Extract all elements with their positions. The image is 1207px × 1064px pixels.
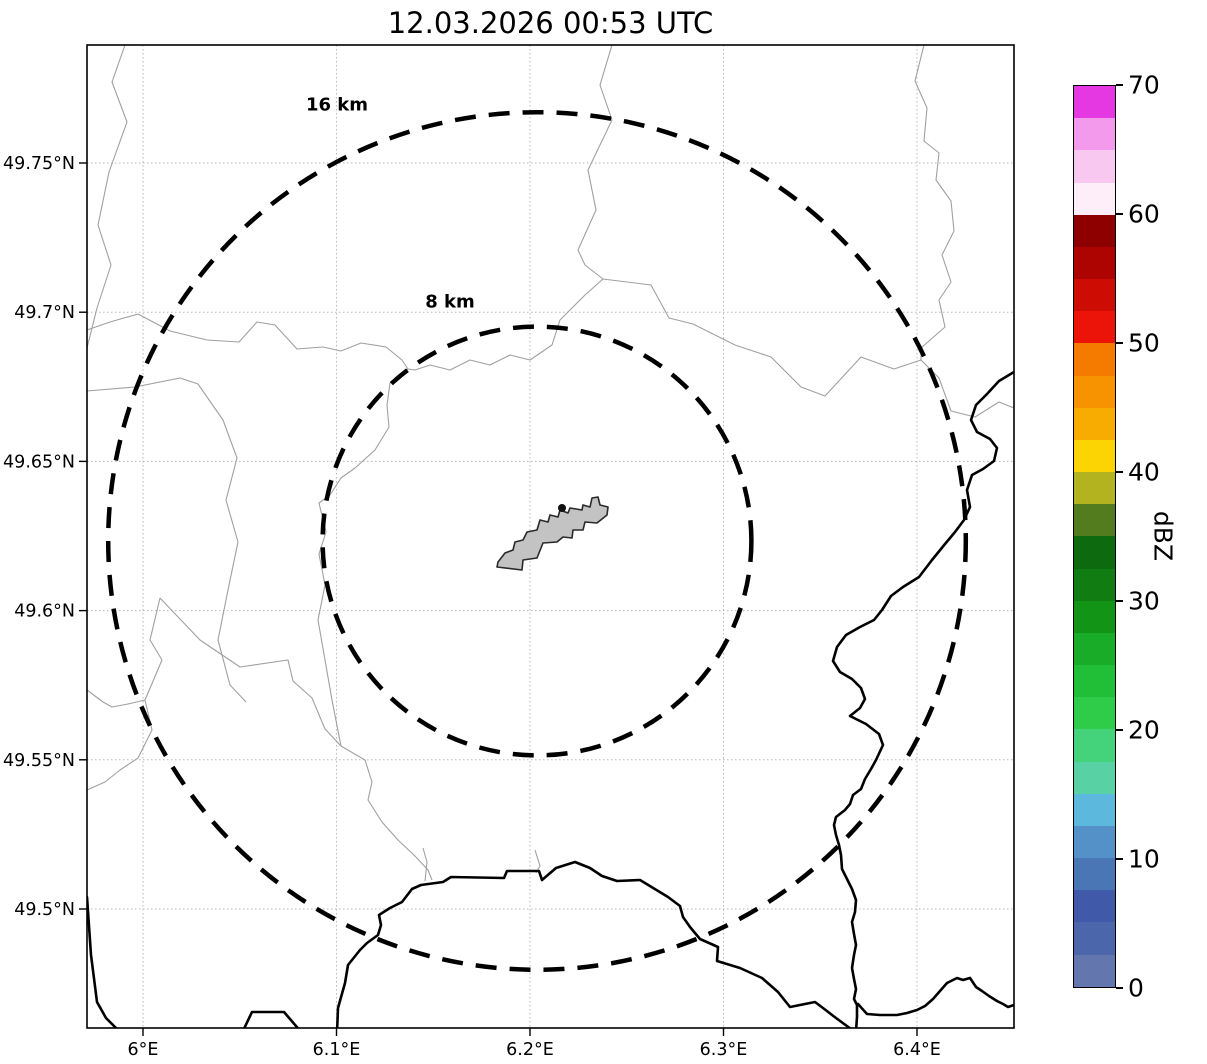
admin-boundary-lines [87,45,1014,882]
colorbar-segment [1074,922,1115,955]
plot-title: 12.03.2026 00:53 UTC [387,6,714,40]
colorbar-segment [1074,214,1115,247]
colorbar [1073,85,1116,988]
colorbar-segment [1074,246,1115,280]
admin-boundary-path [87,377,247,703]
colorbar-segment [1074,697,1115,730]
admin-boundary-path [914,45,955,360]
colorbar-segment [1074,472,1115,505]
country-border-path [335,860,852,1028]
admin-boundary-path [87,45,128,349]
colorbar-segment [1074,439,1115,473]
colorbar-segment [1074,632,1115,666]
country-border-path [87,895,118,1028]
colorbar-label: dBZ [1148,510,1178,562]
y-tick-label: 49.65°N [3,452,75,472]
x-tick-label: 6.4°E [893,1040,941,1060]
graticule-gridlines [87,45,1014,1028]
y-tick-label: 49.5°N [14,900,75,920]
range-rings [105,109,969,973]
colorbar-segment [1074,600,1115,633]
axis-tick-labels: 6°E 6.1°E 6.2°E 6.3°E 6.4°E 49.75°N 49.7°N 49.6… [3,154,941,1060]
colorbar-segment [1074,729,1115,762]
country-border-path [242,1010,300,1028]
colorbar-segment [1074,375,1115,408]
colorbar-segment [1074,311,1115,344]
country-border-path [831,370,1014,1028]
country-border-lines [87,370,1014,1028]
admin-boundary-path [87,313,433,881]
colorbar-segment [1074,890,1115,923]
colorbar-segment [1074,761,1115,794]
x-tick-label: 6.3°E [700,1040,748,1060]
y-tick-label: 49.6°N [14,602,75,622]
admin-boundary-path [534,849,541,874]
airport-area [496,496,609,571]
x-tick-label: 6.1°E [313,1040,361,1060]
colorbar-segment [1074,858,1115,891]
colorbar-segment [1074,182,1115,215]
colorbar-segment [1074,407,1115,440]
admin-boundary-path [87,597,163,708]
y-tick-label: 49.55°N [3,751,75,771]
colorbar-segment [1074,86,1115,119]
colorbar-segment [1074,536,1115,569]
admin-boundary-path [159,597,342,747]
colorbar-segment [1074,150,1115,183]
range-ring-label-8km: 8 km [425,291,475,313]
y-tick-label: 49.7°N [14,303,75,323]
airport-polygon [496,496,609,571]
admin-boundary-path [407,45,613,371]
range-ring-8km [320,324,754,758]
radar-site-marker [558,504,566,512]
admin-boundary-path [602,278,1014,418]
colorbar-segment [1074,279,1115,312]
admin-boundary-path [422,847,428,882]
range-ring-label-16km: 16 km [305,94,369,116]
colorbar-segment [1074,954,1115,987]
country-border-path [856,976,1014,1017]
colorbar-segment [1074,118,1115,151]
colorbar-segment [1074,665,1115,698]
colorbar-segment [1074,343,1115,376]
x-tick-label: 6°E [128,1040,159,1060]
axes-spines [86,44,1015,1029]
x-tick-label: 6.2°E [506,1040,554,1060]
colorbar-segments [1074,86,1115,987]
range-ring-16km [105,109,969,973]
colorbar-segment [1074,504,1115,537]
colorbar-segment [1074,568,1115,601]
axes-frame [79,44,1015,1036]
colorbar-segment [1074,793,1115,826]
colorbar-segment [1074,825,1115,859]
y-tick-label: 49.75°N [3,154,75,174]
